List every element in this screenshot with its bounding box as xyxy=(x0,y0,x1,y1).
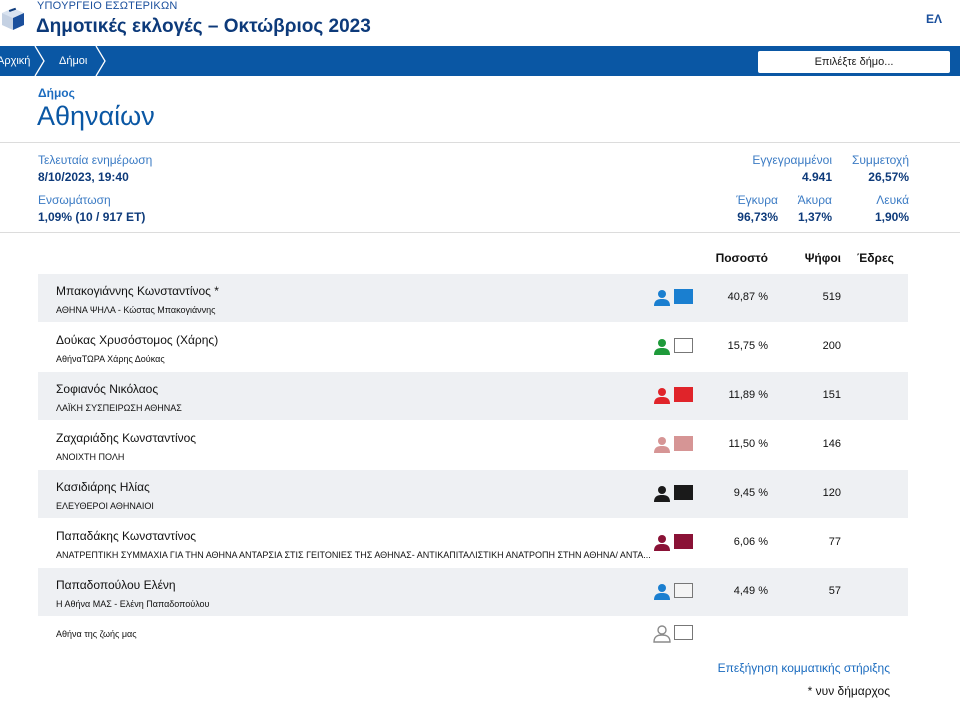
percent-column-header: Ποσοστό xyxy=(715,251,768,265)
registered-label: Εγγεγραμμένοι xyxy=(752,153,832,167)
person-icon xyxy=(654,535,670,551)
seats-column-header: Έδρες xyxy=(857,251,894,265)
candidate-name: Κασιδιάρης Ηλίας xyxy=(56,480,150,494)
vote-percentage: 11,89 % xyxy=(728,389,768,401)
candidate-name: Ζαχαριάδης Κωνσταντίνος xyxy=(56,431,197,445)
vote-percentage: 15,75 % xyxy=(727,340,768,352)
vote-percentage: 6,06 % xyxy=(733,536,768,548)
table-row[interactable]: Ζαχαριάδης Κωνσταντίνος ΑΝΟΙΧΤΗ ΠΟΛΗ 11,50… xyxy=(38,421,908,469)
breadcrumb-home[interactable]: Αρχική xyxy=(0,55,31,67)
last-update-label: Τελευταία ενημέρωση xyxy=(38,153,153,167)
divider xyxy=(0,142,960,143)
party-color-swatch xyxy=(674,485,693,500)
blank-label: Λευκά xyxy=(876,193,909,207)
integration-label: Ενσωμάτωση xyxy=(38,193,111,207)
candidate-name: Παπαδάκης Κωνσταντίνος xyxy=(56,529,197,543)
vote-count: 151 xyxy=(822,389,841,401)
table-row[interactable]: Σοφιανός Νικόλαος ΛΑΪΚΗ ΣΥΣΠΕΙΡΩΣΗ ΑΘΗΝΑΣ… xyxy=(38,372,908,420)
top-header: ΥΠΟΥΡΓΕΙΟ ΕΣΩΤΕΡΙΚΩΝ Δημοτικές εκλογές –… xyxy=(0,0,960,46)
chevron-right-icon xyxy=(95,46,106,76)
table-row[interactable]: Αθήνα της ζωής μας xyxy=(38,617,908,665)
candidate-name: Παπαδοπούλου Ελένη xyxy=(56,578,176,592)
table-row[interactable]: Παπαδοπούλου Ελένη Η Αθήνα ΜΑΣ - Ελένη Πα… xyxy=(38,568,908,616)
person-icon xyxy=(654,486,670,502)
breadcrumb-bar: Αρχική Δήμοι Επιλέξτε δήμο... xyxy=(0,46,960,76)
current-mayor-note: * νυν δήμαρχος xyxy=(807,684,890,698)
party-support-explanation-link[interactable]: Επεξήγηση κομματικής στήριξης xyxy=(717,661,890,675)
party-name: ΛΑΪΚΗ ΣΥΣΠΕΙΡΩΣΗ ΑΘΗΝΑΣ xyxy=(56,403,182,413)
table-row[interactable]: Παπαδάκης Κωνσταντίνος ΑΝΑΤΡΕΠΤΙΚΗ ΣΥΜΜΑΧ… xyxy=(38,519,908,567)
vote-percentage: 40,87 % xyxy=(727,291,768,303)
registered-value: 4.941 xyxy=(801,170,832,184)
party-color-swatch xyxy=(674,387,693,402)
party-name: ΑΘΗΝΑ ΨΗΛΑ - Κώστας Μπακογιάννης xyxy=(56,305,216,315)
municipality-select[interactable]: Επιλέξτε δήμο... xyxy=(758,51,950,73)
party-name: Η Αθήνα ΜΑΣ - Ελένη Παπαδοπούλου xyxy=(56,599,210,609)
vote-count: 57 xyxy=(828,585,841,597)
municipality-label: Δήμος xyxy=(38,86,75,100)
candidate-name: Μπακογιάννης Κωνσταντίνος * xyxy=(56,284,219,298)
party-color-swatch xyxy=(674,583,693,598)
vote-count: 120 xyxy=(822,487,841,499)
party-name: ΑθήναΤΩΡΑ Χάρης Δούκας xyxy=(56,354,165,364)
vote-percentage: 9,45 % xyxy=(733,487,768,499)
invalid-label: Άκυρα xyxy=(797,193,832,207)
party-color-swatch xyxy=(674,534,693,549)
ministry-name: ΥΠΟΥΡΓΕΙΟ ΕΣΩΤΕΡΙΚΩΝ xyxy=(37,0,178,12)
person-icon xyxy=(654,290,670,306)
ballot-box-icon xyxy=(2,7,24,30)
party-color-swatch xyxy=(674,436,693,451)
person-icon xyxy=(653,625,671,643)
votes-column-header: Ψήφοι xyxy=(804,251,841,265)
vote-count: 146 xyxy=(822,438,841,450)
turnout-value: 26,57% xyxy=(868,170,909,184)
party-color-swatch xyxy=(674,625,693,640)
party-name: ΕΛΕΥΘΕΡΟΙ ΑΘΗΝΑΙΟΙ xyxy=(56,501,154,511)
divider xyxy=(0,232,960,233)
table-row[interactable]: Μπακογιάννης Κωνσταντίνος * ΑΘΗΝΑ ΨΗΛΑ - … xyxy=(38,274,908,322)
party-name: ΑΝΑΤΡΕΠΤΙΚΗ ΣΥΜΜΑΧΙΑ ΓΙΑ ΤΗΝ ΑΘΗΝΑ ΑΝΤΑΡ… xyxy=(56,550,651,560)
person-icon xyxy=(654,339,670,355)
vote-count: 77 xyxy=(828,536,841,548)
vote-percentage: 11,50 % xyxy=(728,438,768,450)
vote-count: 519 xyxy=(822,291,841,303)
table-row[interactable]: Δούκας Χρυσόστομος (Χάρης) ΑθήναΤΩΡΑ Χάρη… xyxy=(38,323,908,371)
party-color-swatch xyxy=(674,289,693,304)
page-title[interactable]: Δημοτικές εκλογές – Οκτώβριος 2023 xyxy=(36,16,371,37)
person-icon xyxy=(654,584,670,600)
party-name: ΑΝΟΙΧΤΗ ΠΟΛΗ xyxy=(56,452,125,462)
person-icon xyxy=(654,437,670,453)
integration-value: 1,09% (10 / 917 ΕΤ) xyxy=(38,210,146,224)
language-switch[interactable]: ΕΛ xyxy=(925,12,942,26)
municipality-name: Αθηναίων xyxy=(37,101,155,131)
party-color-swatch xyxy=(674,338,693,353)
valid-label: Έγκυρα xyxy=(736,193,778,207)
breadcrumb-municipalities[interactable]: Δήμοι xyxy=(59,55,88,67)
chevron-right-icon xyxy=(34,46,45,76)
invalid-value: 1,37% xyxy=(797,210,832,224)
last-update-value: 8/10/2023, 19:40 xyxy=(38,170,129,184)
blank-value: 1,90% xyxy=(874,210,909,224)
party-name: Αθήνα της ζωής μας xyxy=(56,629,137,639)
valid-value: 96,73% xyxy=(737,210,778,224)
vote-percentage: 4,49 % xyxy=(733,585,768,597)
candidate-name: Δούκας Χρυσόστομος (Χάρης) xyxy=(56,333,219,347)
turnout-label: Συμμετοχή xyxy=(851,153,909,167)
table-row[interactable]: Κασιδιάρης Ηλίας ΕΛΕΥΘΕΡΟΙ ΑΘΗΝΑΙΟΙ 9,45 %… xyxy=(38,470,908,518)
candidate-name: Σοφιανός Νικόλαος xyxy=(56,382,159,396)
person-icon xyxy=(654,388,670,404)
vote-count: 200 xyxy=(822,340,841,352)
